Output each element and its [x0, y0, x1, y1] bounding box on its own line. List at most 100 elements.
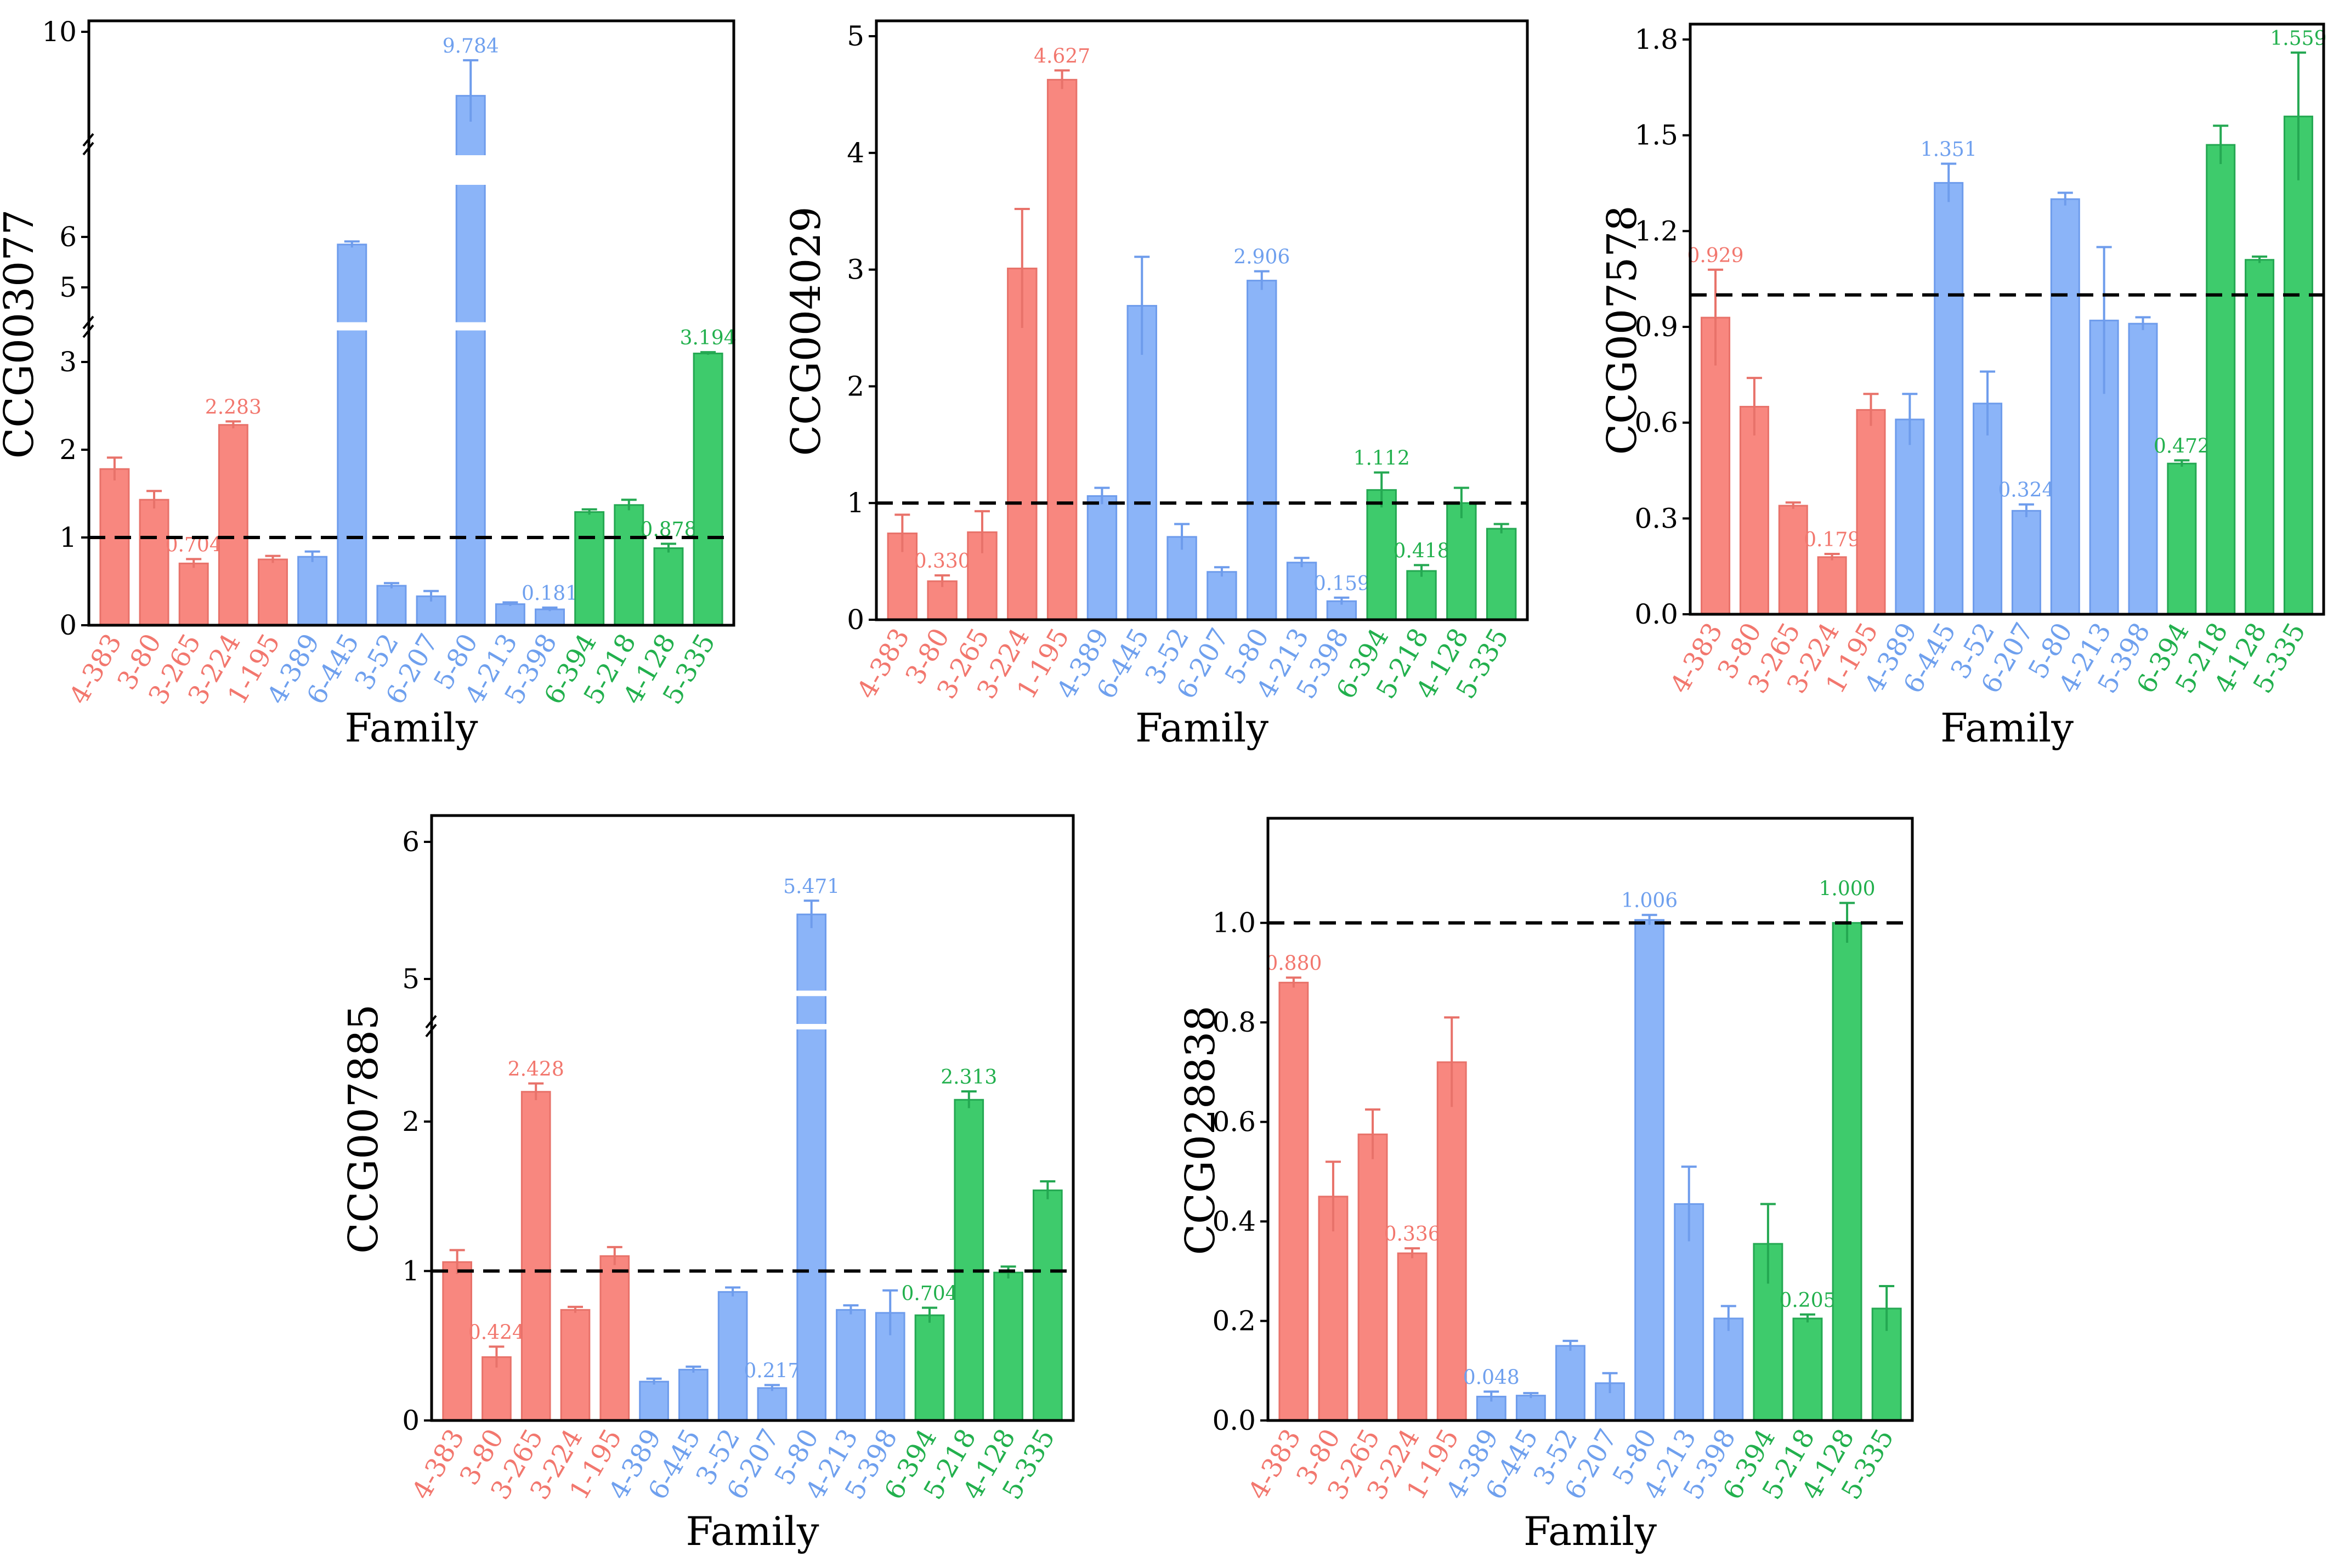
bar	[178, 562, 209, 626]
data-label: 0.205	[1779, 1289, 1836, 1312]
y-tick-label: 2	[402, 1106, 420, 1137]
bar	[1634, 919, 1665, 1422]
bar	[653, 547, 684, 626]
bar	[2011, 510, 2041, 615]
data-label: 0.179	[1804, 529, 1860, 551]
bar	[2050, 198, 2080, 615]
chart-panel-ccg007578: 0.9294-3833-803-2650.1793-2241-1954-3891…	[1599, 22, 2326, 751]
data-label: 1.351	[1921, 138, 1977, 161]
bar	[1357, 1133, 1388, 1422]
bar	[599, 1255, 630, 1422]
bar	[1247, 280, 1277, 621]
x-axis-label: Family	[686, 1508, 819, 1554]
x-axis-label: Family	[1524, 1508, 1657, 1554]
data-label: 0.336	[1384, 1223, 1441, 1246]
data-label: 0.330	[914, 550, 971, 573]
data-label: 0.217	[744, 1360, 800, 1382]
bar	[1486, 528, 1517, 621]
bar	[1366, 489, 1397, 621]
y-tick-label: 0.6	[1634, 407, 1678, 439]
data-label: 1.006	[1621, 890, 1678, 912]
data-label: 2.283	[205, 396, 262, 418]
bar	[1934, 182, 1964, 615]
bar	[1278, 982, 1309, 1422]
plot-frame	[87, 19, 735, 627]
x-axis-label: Family	[1135, 705, 1268, 751]
y-tick-label: 10	[42, 16, 77, 48]
y-tick-label: 0.0	[1634, 598, 1678, 630]
plot-frame	[1689, 22, 2325, 616]
y-tick-label: 1	[402, 1255, 420, 1287]
bar	[495, 603, 525, 626]
chart-panel-ccg028838: 0.8804-3833-803-2650.3363-2241-1950.0484…	[1177, 817, 1914, 1554]
bar	[1397, 1252, 1428, 1422]
bar	[993, 1271, 1023, 1422]
y-tick-label: 0.6	[1212, 1106, 1256, 1138]
bar	[693, 352, 723, 626]
data-label: 0.181	[522, 582, 578, 605]
bar	[1207, 571, 1237, 621]
bar	[1973, 403, 2003, 615]
data-label: 0.324	[1998, 479, 2054, 502]
y-tick-label: 2	[847, 370, 864, 402]
y-axis-label: CCG028838	[1177, 1006, 1224, 1255]
bar	[614, 504, 644, 626]
bar	[2245, 259, 2275, 615]
data-label: 2.313	[941, 1066, 997, 1089]
y-tick-label: 0.3	[1634, 502, 1678, 534]
data-label: 1.000	[1819, 878, 1876, 900]
y-tick-label: 0	[59, 609, 77, 641]
data-label: 2.906	[1233, 246, 1290, 269]
y-tick-label: 2	[59, 434, 77, 466]
bar	[1792, 1317, 1823, 1422]
bar-break-gap	[455, 155, 487, 185]
y-tick-label: 1.2	[1634, 215, 1678, 247]
bar	[927, 580, 958, 621]
bar	[1555, 1345, 1585, 1422]
bar	[218, 424, 248, 626]
data-label: 0.704	[901, 1283, 958, 1305]
y-tick-label: 0.0	[1212, 1405, 1256, 1436]
bar	[1126, 305, 1157, 621]
bar	[297, 556, 328, 626]
plot-frame	[430, 814, 1075, 1422]
bar	[1856, 409, 1886, 615]
bar	[1739, 406, 1769, 615]
y-tick-label: 3	[59, 346, 77, 378]
y-tick-label: 0.4	[1212, 1205, 1256, 1237]
y-axis-label: CCG004029	[783, 207, 830, 456]
y-tick-label: 1.8	[1634, 24, 1678, 55]
bar	[442, 1261, 472, 1422]
y-tick-label: 0	[402, 1405, 420, 1436]
y-tick-label: 0.9	[1634, 311, 1678, 343]
data-label: 5.471	[783, 875, 840, 898]
y-tick-label: 5	[847, 20, 864, 52]
y-tick-label: 1.0	[1212, 907, 1256, 939]
x-axis-label: Family	[1940, 705, 2074, 751]
y-axis-label: CCG007578	[1599, 206, 1646, 455]
y-axis-label: CCG007885	[340, 1004, 387, 1254]
bar	[482, 1356, 512, 1422]
bar	[258, 558, 288, 626]
y-tick-label: 0.8	[1212, 1006, 1256, 1038]
bar	[99, 468, 130, 626]
bar	[914, 1314, 945, 1422]
bar-break-gap	[795, 990, 828, 997]
bar	[1033, 1189, 1063, 1422]
x-axis-label: Family	[345, 705, 478, 751]
bar	[376, 585, 407, 626]
bar	[1778, 505, 1808, 615]
bar	[1515, 1395, 1546, 1422]
bar-break-gap	[795, 1024, 828, 1029]
y-tick-label: 0	[847, 604, 864, 636]
data-label: 0.418	[1393, 540, 1449, 562]
bar	[520, 1091, 551, 1422]
chart-panel-ccg004029: 4-3830.3303-803-2653-2244.6271-1954-3896…	[783, 19, 1529, 751]
bar-break-gap	[455, 322, 487, 331]
y-tick-label: 1.5	[1634, 120, 1678, 151]
bar	[678, 1368, 709, 1422]
y-tick-label: 0.2	[1212, 1305, 1256, 1337]
data-label: 3.194	[680, 327, 737, 349]
y-tick-label: 6	[402, 826, 420, 858]
bar	[1046, 78, 1078, 621]
